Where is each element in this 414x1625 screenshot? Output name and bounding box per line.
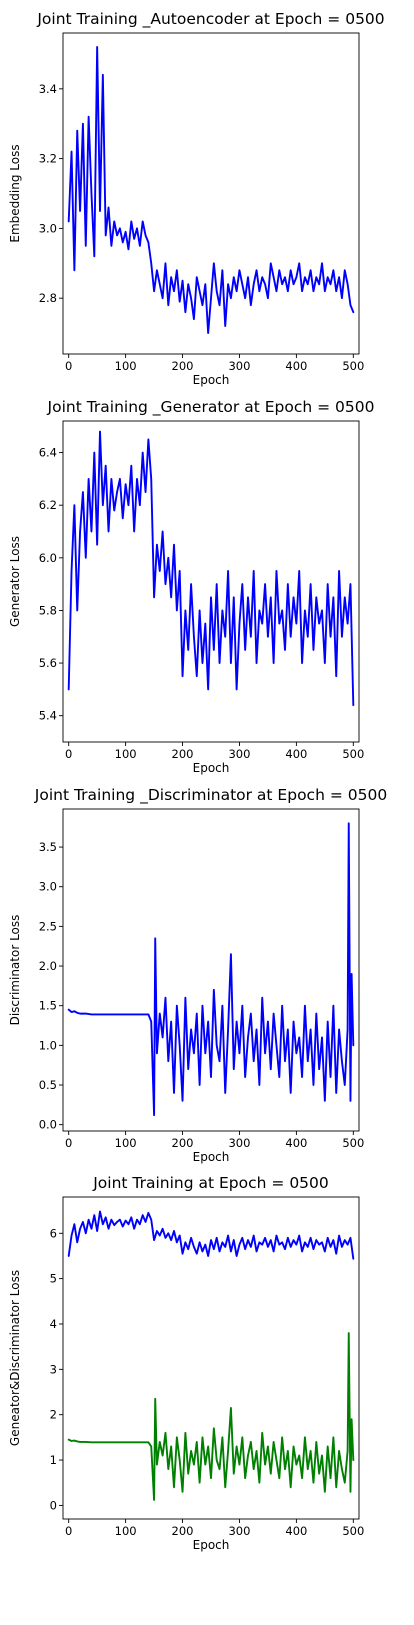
- y-axis-label: Generator Loss: [8, 536, 22, 627]
- x-tick-label: 100: [115, 1524, 137, 1538]
- y-tick-label: 3.0: [39, 221, 57, 235]
- x-tick-label: 100: [115, 1136, 137, 1150]
- x-tick-label: 500: [342, 1136, 364, 1150]
- y-tick-label: 2.8: [39, 291, 57, 305]
- series-line-1: [67, 430, 355, 707]
- chart-title: Joint Training _Discriminator at Epoch =…: [34, 786, 387, 805]
- y-tick-label: 2.5: [39, 919, 57, 933]
- y-axis-label: Geneator&Discriminator Loss: [8, 1270, 22, 1446]
- x-tick-label: 300: [228, 1524, 250, 1538]
- y-tick-label: 5.8: [39, 603, 57, 617]
- x-tick-label: 200: [172, 747, 194, 761]
- x-tick-label: 0: [65, 1136, 72, 1150]
- chart-1: Joint Training _Autoencoder at Epoch = 0…: [8, 10, 385, 387]
- x-tick-label: 500: [342, 747, 364, 761]
- x-tick-label: 300: [228, 747, 250, 761]
- y-tick-label: 2.0: [39, 959, 57, 973]
- y-tick-label: 5: [50, 1272, 57, 1286]
- y-tick-label: 3.4: [39, 82, 57, 96]
- y-tick-label: 6: [50, 1226, 57, 1240]
- x-tick-label: 200: [172, 359, 194, 373]
- chart-title: Joint Training _Generator at Epoch = 050…: [47, 398, 375, 417]
- x-tick-label: 100: [115, 359, 137, 373]
- axes-frame: [62, 1196, 360, 1520]
- x-tick-label: 400: [285, 359, 307, 373]
- y-tick-label: 5.4: [39, 709, 57, 723]
- series-line-2: [67, 1332, 355, 1501]
- y-tick-label: 0: [50, 1498, 57, 1512]
- y-tick-label: 3.5: [39, 840, 57, 854]
- x-axis-label: Epoch: [193, 1150, 230, 1164]
- x-tick-label: 300: [228, 1136, 250, 1150]
- y-tick-label: 0.0: [39, 1118, 57, 1132]
- chart-4: Joint Training at Epoch = 0500 0 100 200 300…: [8, 1174, 364, 1552]
- chart-title: Joint Training at Epoch = 0500: [92, 1174, 329, 1192]
- axes-frame: [62, 808, 360, 1132]
- y-axis-label: Discriminator Loss: [8, 915, 22, 1026]
- y-tick-label: 1: [50, 1453, 57, 1467]
- y-tick-label: 6.0: [39, 551, 57, 565]
- series-line-1: [67, 1210, 355, 1260]
- y-tick-label: 3: [50, 1362, 57, 1376]
- x-axis-label: Epoch: [193, 373, 230, 387]
- y-axis-label: Embedding Loss: [8, 144, 22, 242]
- axes-frame: [62, 420, 360, 743]
- x-tick-label: 100: [115, 747, 137, 761]
- x-tick-label: 500: [342, 359, 364, 373]
- x-tick-label: 300: [228, 359, 250, 373]
- x-tick-label: 200: [172, 1136, 194, 1150]
- y-tick-label: 5.6: [39, 656, 57, 670]
- axes-frame: [62, 32, 360, 355]
- x-tick-label: 0: [65, 359, 72, 373]
- x-tick-label: 500: [342, 1524, 364, 1538]
- x-tick-label: 200: [172, 1524, 194, 1538]
- series-line-1: [67, 822, 355, 1117]
- y-tick-label: 3.0: [39, 880, 57, 894]
- y-tick-label: 2: [50, 1408, 57, 1422]
- y-tick-label: 6.4: [39, 446, 57, 460]
- y-tick-label: 0.5: [39, 1078, 57, 1092]
- x-tick-label: 400: [285, 1524, 307, 1538]
- series-line-1: [67, 46, 355, 335]
- x-tick-label: 400: [285, 1136, 307, 1150]
- y-tick-label: 1.0: [39, 1038, 57, 1052]
- y-tick-label: 4: [50, 1317, 57, 1331]
- x-tick-label: 0: [65, 1524, 72, 1538]
- x-axis-label: Epoch: [193, 761, 230, 775]
- x-tick-label: 400: [285, 747, 307, 761]
- x-tick-label: 0: [65, 747, 72, 761]
- y-tick-label: 1.5: [39, 999, 57, 1013]
- x-axis-label: Epoch: [193, 1538, 230, 1552]
- chart-title: Joint Training _Autoencoder at Epoch = 0…: [36, 10, 384, 29]
- y-tick-label: 3.2: [39, 152, 57, 166]
- chart-3: Joint Training _Discriminator at Epoch =…: [8, 786, 387, 1164]
- y-tick-label: 6.2: [39, 498, 57, 512]
- chart-2: Joint Training _Generator at Epoch = 050…: [8, 398, 374, 775]
